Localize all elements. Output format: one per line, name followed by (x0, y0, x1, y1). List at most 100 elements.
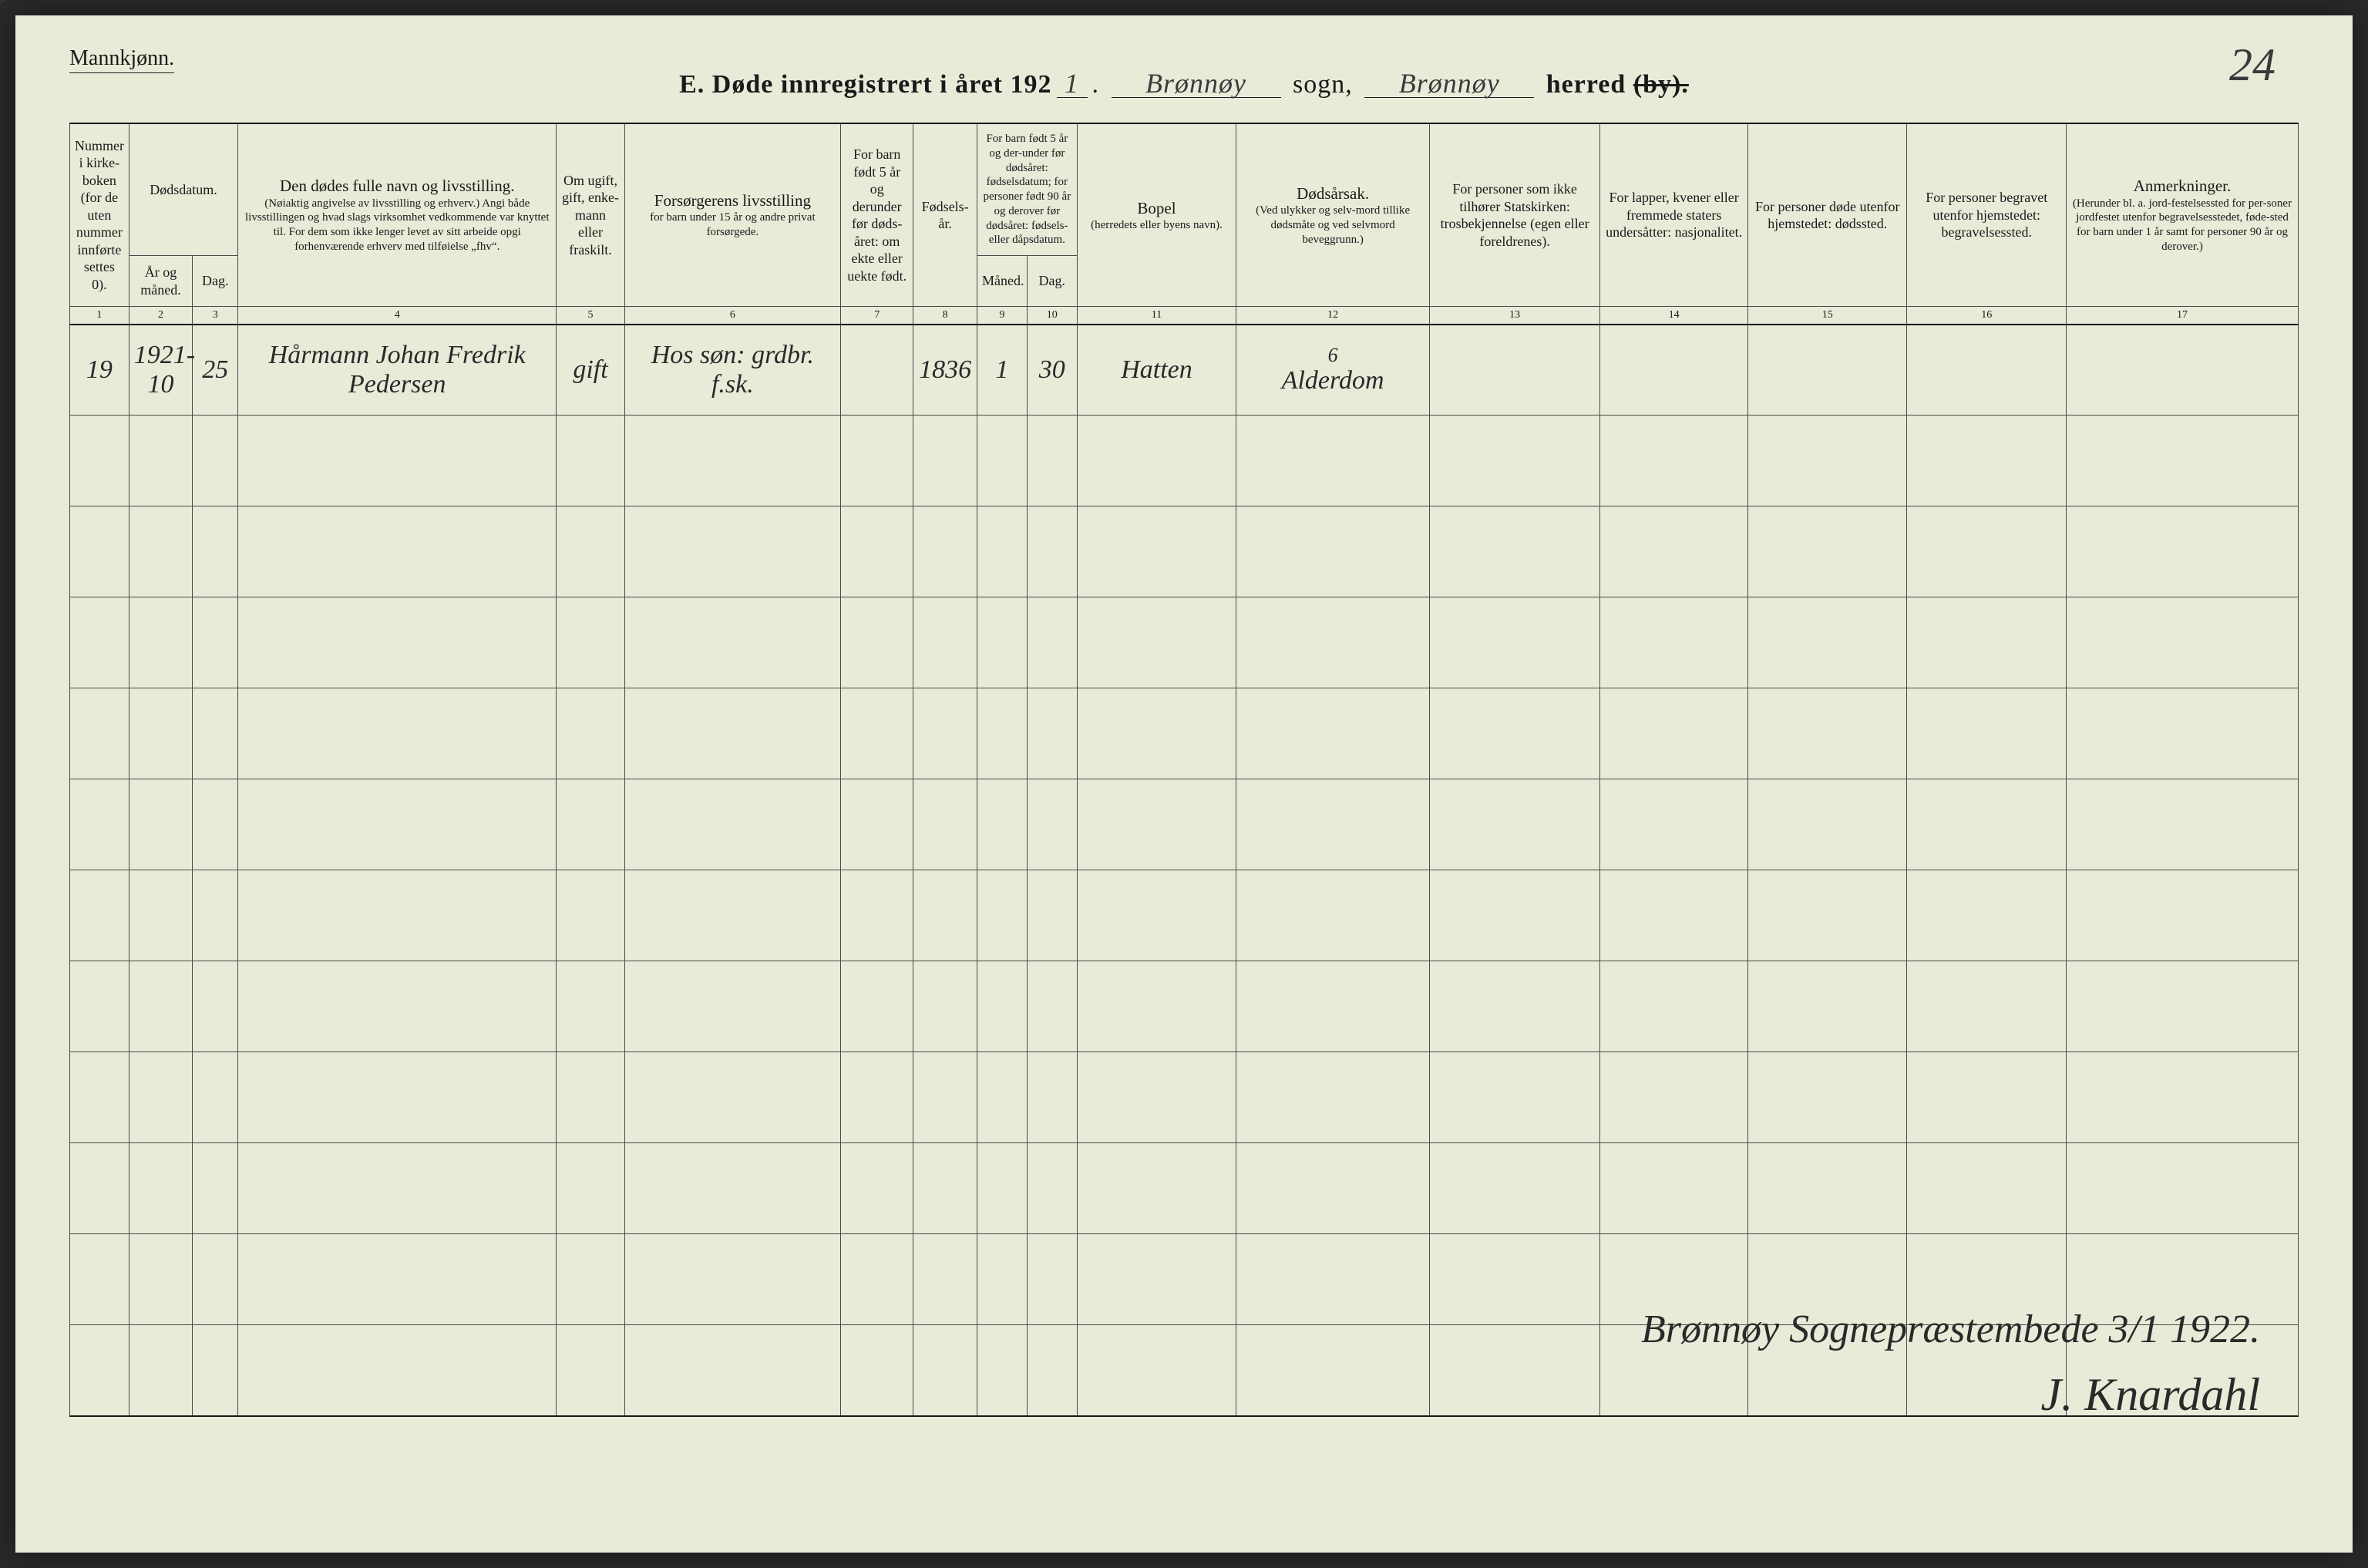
empty-cell (1430, 1325, 1600, 1416)
empty-cell (1077, 416, 1236, 506)
empty-cell (238, 597, 557, 688)
empty-cell (70, 1143, 130, 1234)
empty-cell (913, 779, 977, 870)
herred-label: herred (1546, 70, 1626, 99)
empty-cell (1027, 1325, 1077, 1416)
empty-cell (1430, 416, 1600, 506)
colnum-13: 13 (1430, 307, 1600, 325)
cell-c15 (1747, 325, 1907, 416)
empty-cell (624, 779, 840, 870)
empty-cell (2066, 870, 2298, 961)
empty-cell (1077, 1143, 1236, 1234)
empty-cell (841, 961, 913, 1052)
cell-birth-month: 1 (977, 325, 1027, 416)
cell-c17 (2066, 325, 2298, 416)
empty-cell (2066, 597, 2298, 688)
empty-cell (1430, 688, 1600, 779)
empty-cell (1236, 1234, 1430, 1325)
empty-cell (841, 1143, 913, 1234)
empty-cell (70, 416, 130, 506)
empty-cell (1747, 1052, 1907, 1143)
colnum-2: 2 (129, 307, 193, 325)
empty-cell (238, 688, 557, 779)
empty-cell (1907, 870, 2067, 961)
empty-cell (70, 1325, 130, 1416)
col-header-15: For personer døde utenfor hjemstedet: dø… (1747, 123, 1907, 307)
empty-cell (557, 1234, 624, 1325)
empty-cell (1077, 688, 1236, 779)
empty-cell (1907, 779, 2067, 870)
cell-c14 (1600, 325, 1748, 416)
empty-cell (238, 1052, 557, 1143)
empty-cell (238, 506, 557, 597)
empty-cell (1027, 1052, 1077, 1143)
empty-cell (1077, 870, 1236, 961)
empty-cell (1747, 688, 1907, 779)
empty-cell (1430, 1143, 1600, 1234)
empty-cell (1600, 870, 1748, 961)
col-header-9a: Måned. (977, 256, 1027, 307)
col-6-title: Forsørgerens livsstilling (630, 190, 836, 210)
empty-cell (193, 1143, 238, 1234)
colnum-6: 6 (624, 307, 840, 325)
empty-cell (1600, 1234, 1748, 1325)
col-header-16: For personer begravet utenfor hjemstedet… (1907, 123, 2067, 307)
empty-cell (193, 961, 238, 1052)
colnum-15: 15 (1747, 307, 1907, 325)
empty-cell (1027, 688, 1077, 779)
empty-cell (557, 1143, 624, 1234)
empty-cell (913, 870, 977, 961)
year-fill: 1 (1057, 69, 1088, 98)
empty-cell (1077, 506, 1236, 597)
empty-cell (2066, 1143, 2298, 1234)
cause-sup: 6 (1241, 345, 1424, 367)
empty-cell (624, 688, 840, 779)
colnum-1: 1 (70, 307, 130, 325)
sogn-fill: Brønnøy (1112, 69, 1281, 98)
empty-cell (977, 870, 1027, 961)
empty-cell (1236, 779, 1430, 870)
table-row (70, 1325, 2299, 1416)
empty-cell (624, 1143, 840, 1234)
empty-cell (1077, 597, 1236, 688)
empty-cell (1077, 1234, 1236, 1325)
col-header-2b: Dag. (193, 256, 238, 307)
empty-cell (1077, 961, 1236, 1052)
empty-cell (1236, 1143, 1430, 1234)
cell-name: Hårmann Johan Fredrik Pedersen (238, 325, 557, 416)
empty-cell (913, 1052, 977, 1143)
empty-cell (841, 597, 913, 688)
empty-cell (1600, 779, 1748, 870)
empty-cell (1236, 597, 1430, 688)
empty-cell (193, 416, 238, 506)
table-row (70, 1052, 2299, 1143)
cell-residence: Hatten (1077, 325, 1236, 416)
empty-cell (977, 1052, 1027, 1143)
empty-cell (1600, 416, 1748, 506)
empty-cell (1907, 416, 2067, 506)
empty-cell (193, 779, 238, 870)
empty-cell (1747, 506, 1907, 597)
empty-cell (1027, 416, 1077, 506)
empty-cell (238, 1143, 557, 1234)
corner-mark: 3 (0, 0, 7, 11)
empty-cell (1600, 1143, 1748, 1234)
header: Mannkjønn. E. Døde innregistrert i året … (69, 62, 2299, 99)
empty-cell (557, 870, 624, 961)
empty-cell (1600, 688, 1748, 779)
col-header-8: Fødsels-år. (913, 123, 977, 307)
empty-cell (913, 961, 977, 1052)
empty-cell (977, 1234, 1027, 1325)
empty-cell (70, 506, 130, 597)
empty-cell (1430, 597, 1600, 688)
empty-cell (129, 506, 193, 597)
empty-cell (2066, 961, 2298, 1052)
col-header-11: Bopel (herredets eller byens navn). (1077, 123, 1236, 307)
table-row (70, 870, 2299, 961)
empty-cell (624, 416, 840, 506)
colnum-3: 3 (193, 307, 238, 325)
empty-cell (1236, 416, 1430, 506)
empty-cell (841, 1234, 913, 1325)
col-header-7: For barn født 5 år og derunder før døds-… (841, 123, 913, 307)
empty-cell (1236, 506, 1430, 597)
